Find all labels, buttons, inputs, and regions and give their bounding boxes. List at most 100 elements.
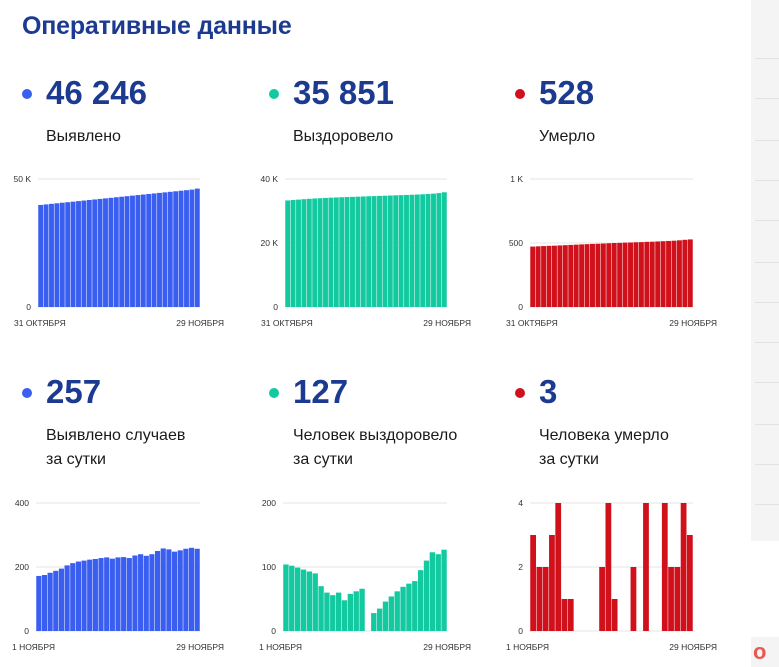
bar xyxy=(649,241,655,307)
bar xyxy=(149,554,155,631)
bar xyxy=(86,200,92,307)
bar xyxy=(59,202,65,307)
bar xyxy=(341,600,348,631)
bar xyxy=(166,549,172,631)
stat-value: 127 xyxy=(293,373,349,410)
logo-icon: o xyxy=(753,639,767,664)
bar xyxy=(435,554,441,631)
x-end-label: 29 НОЯБРЯ xyxy=(669,642,717,652)
bar xyxy=(54,203,60,307)
stat-label: Выявлено случаев за сутки xyxy=(46,427,186,468)
bar xyxy=(680,503,687,631)
bar xyxy=(542,567,549,631)
bar xyxy=(70,563,76,631)
stat-deaths: 528 Умерло xyxy=(515,74,755,164)
divider xyxy=(755,58,779,59)
bar xyxy=(194,548,200,631)
bar xyxy=(549,535,555,631)
stat-label: Умерло xyxy=(539,128,596,145)
bar xyxy=(318,586,324,631)
stat-value: 257 xyxy=(46,373,102,410)
divider xyxy=(755,262,779,263)
bar xyxy=(294,567,301,631)
bar xyxy=(382,195,388,307)
bar xyxy=(400,586,406,631)
bar xyxy=(103,198,108,307)
bar xyxy=(643,503,649,631)
red-dot-icon xyxy=(515,388,525,398)
bar xyxy=(404,194,409,307)
bar xyxy=(92,559,98,631)
stat-detected: 46 246 Выявлено xyxy=(22,74,262,164)
divider xyxy=(755,302,779,303)
bar xyxy=(188,547,195,631)
bar xyxy=(567,599,574,631)
bar xyxy=(417,570,424,631)
bar xyxy=(328,197,334,307)
bar xyxy=(344,197,350,307)
bar xyxy=(600,243,606,307)
bar xyxy=(119,196,125,307)
bar xyxy=(388,596,395,631)
bar xyxy=(535,246,541,307)
stat-value: 46 246 xyxy=(46,74,147,111)
bar xyxy=(628,242,633,307)
bar xyxy=(425,193,431,307)
bar xyxy=(283,564,289,631)
bar xyxy=(335,592,342,631)
bar xyxy=(115,557,121,631)
bar xyxy=(633,242,639,307)
bar xyxy=(674,567,681,631)
bar xyxy=(58,568,65,631)
y-tick-label: 0 xyxy=(24,626,29,636)
panel-block xyxy=(751,541,779,637)
bar xyxy=(157,192,162,307)
bar xyxy=(143,555,149,631)
bar xyxy=(132,555,138,631)
bar xyxy=(81,200,87,307)
bar xyxy=(160,548,166,631)
bar xyxy=(171,551,178,631)
divider xyxy=(755,220,779,221)
bar xyxy=(393,195,399,307)
bar xyxy=(551,245,557,307)
bar xyxy=(605,503,612,631)
bar xyxy=(178,190,184,307)
bar xyxy=(135,195,141,307)
bar xyxy=(104,557,110,631)
bar xyxy=(317,198,323,307)
x-end-label: 29 НОЯБРЯ xyxy=(176,318,224,328)
bar xyxy=(113,197,119,307)
bar xyxy=(290,200,296,307)
y-tick-label: 4 xyxy=(518,498,523,508)
bar xyxy=(97,198,103,307)
bar xyxy=(573,244,579,307)
bar xyxy=(406,583,412,631)
bar xyxy=(108,197,114,307)
bar xyxy=(177,550,183,631)
bar xyxy=(87,559,93,631)
bar xyxy=(312,198,318,307)
bar xyxy=(38,204,44,307)
stat-value: 528 xyxy=(539,74,595,111)
bar xyxy=(687,239,693,307)
bar xyxy=(53,570,59,631)
blue-dot-icon xyxy=(22,89,32,99)
bar xyxy=(599,567,605,631)
bar xyxy=(644,241,650,307)
bar xyxy=(360,196,366,307)
bar xyxy=(43,204,49,307)
bar xyxy=(671,240,677,307)
bar xyxy=(306,571,313,631)
bar xyxy=(668,567,674,631)
bar xyxy=(64,565,70,631)
bar xyxy=(568,244,574,307)
divider xyxy=(755,98,779,99)
x-end-label: 29 НОЯБРЯ xyxy=(669,318,717,328)
bar xyxy=(530,246,536,307)
bar xyxy=(541,246,547,307)
bar xyxy=(130,195,135,307)
